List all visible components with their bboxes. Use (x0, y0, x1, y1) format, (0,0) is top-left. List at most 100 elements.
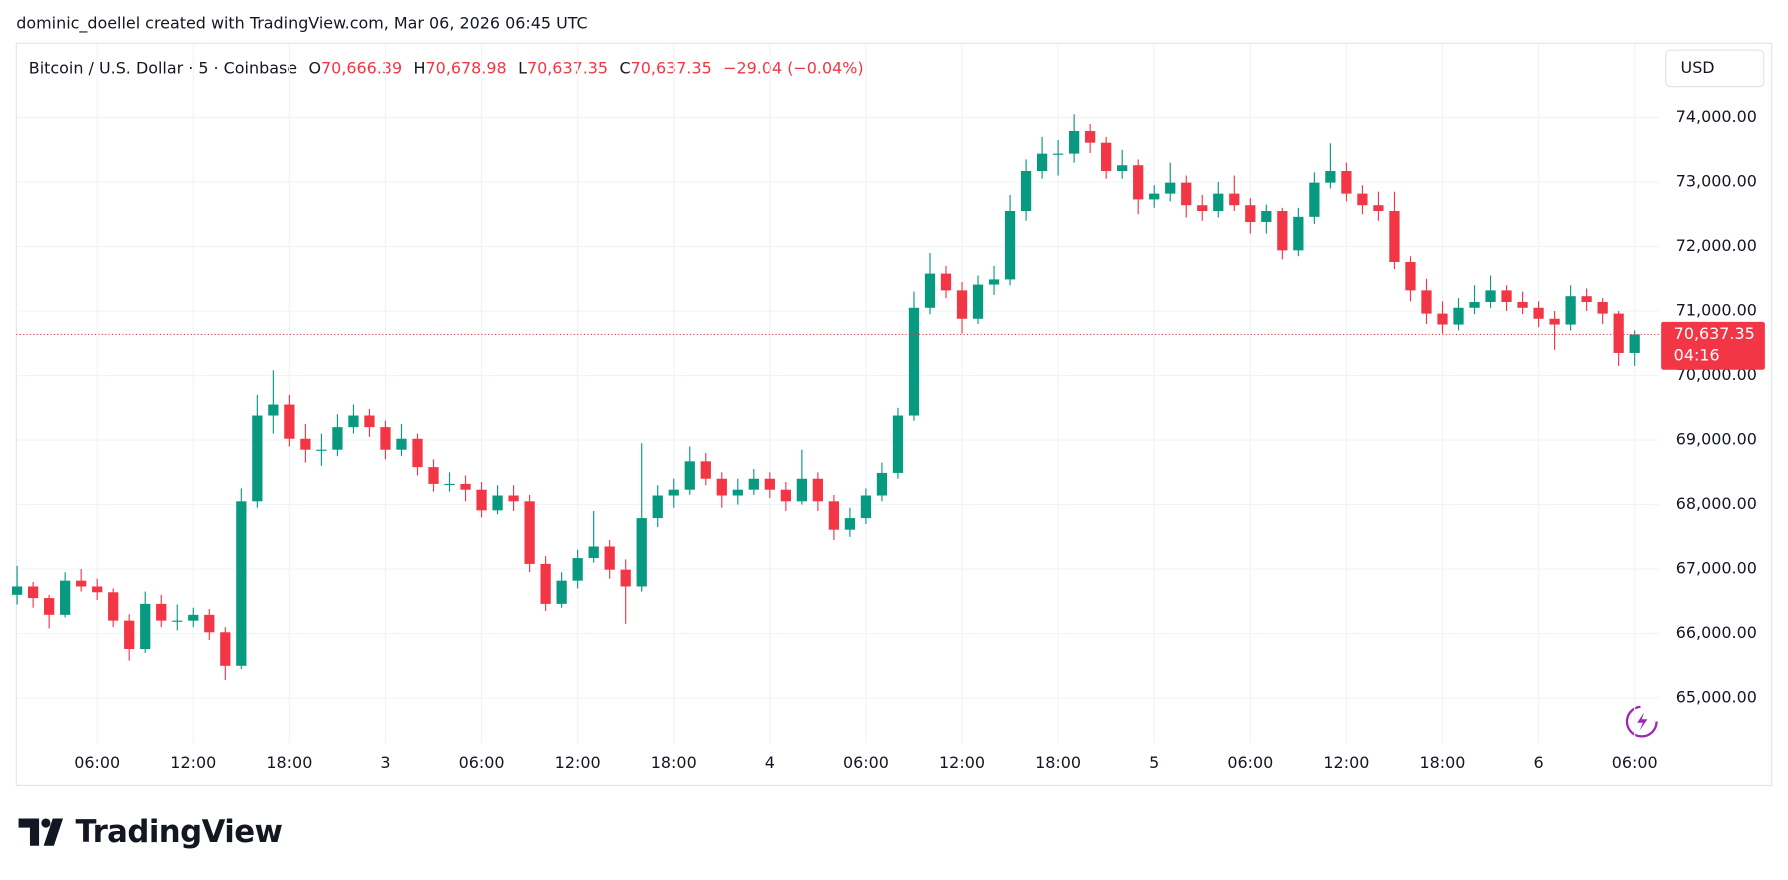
candle-body (700, 461, 711, 479)
ohlc-value: 70,637.35 (527, 58, 608, 77)
candle-body (332, 427, 343, 450)
candle-body (1245, 205, 1256, 222)
change: −29.04 (−0.04%) (723, 58, 863, 77)
attribution: dominic_doellel created with TradingView… (16, 13, 587, 33)
candle-body (380, 427, 391, 450)
candle-body (1629, 334, 1640, 353)
candle-body (1229, 193, 1240, 206)
candle-body (316, 449, 327, 451)
candle-body (60, 580, 71, 615)
candle-body (236, 501, 247, 666)
y-tick-label: 70,000.00 (1676, 365, 1757, 384)
candle-body (444, 483, 455, 486)
candle-body (1277, 211, 1288, 251)
candle-body (1069, 131, 1080, 154)
candle-body (716, 478, 727, 496)
candle-body (1405, 261, 1416, 291)
candle-body (396, 438, 407, 450)
candle-body (1549, 318, 1560, 325)
candle-body (188, 614, 199, 621)
candle-body (604, 546, 615, 570)
candle-body (508, 495, 519, 502)
x-tick-label: 18:00 (1035, 753, 1081, 772)
candle-body (492, 495, 503, 511)
candle-body (780, 489, 791, 502)
candle-body (1341, 171, 1352, 194)
candle-body (540, 563, 551, 604)
candle-body (1197, 205, 1208, 212)
y-tick-label: 74,000.00 (1676, 107, 1757, 126)
candle-body (348, 415, 359, 428)
y-tick-label: 73,000.00 (1676, 172, 1757, 191)
candle-body (1501, 290, 1512, 302)
candle-body (1036, 153, 1048, 172)
assistant-icon[interactable] (1625, 705, 1658, 738)
candle-body (1325, 171, 1336, 183)
candle-body (988, 279, 1000, 285)
y-tick-label: 71,000.00 (1676, 301, 1757, 320)
x-tick-label: 4 (765, 753, 775, 772)
candle-body (1165, 182, 1176, 194)
candle-body (556, 580, 567, 604)
candle-body (1117, 165, 1128, 172)
x-tick-label: 6 (1534, 753, 1544, 772)
chart-frame (15, 42, 1773, 786)
candle-body (172, 620, 183, 622)
candle-body (124, 620, 135, 650)
ohlc-prefix: L (518, 58, 527, 77)
candle-body (1101, 142, 1112, 172)
candle-body (1485, 290, 1496, 302)
icon-ring (1625, 705, 1658, 738)
candle-body (1565, 296, 1576, 325)
candle-body (1421, 290, 1432, 314)
candle-body (1085, 131, 1096, 143)
candle-body (924, 273, 936, 308)
ohlc-prefix: H (414, 58, 426, 77)
candle-body (1533, 307, 1544, 319)
x-tick-label: 06:00 (74, 753, 120, 772)
candle-body (828, 501, 840, 530)
ohlc-prefix: O (308, 58, 321, 77)
candle-body (412, 438, 423, 468)
candle-body (876, 472, 888, 496)
x-tick-label: 5 (1149, 753, 1159, 772)
candle-body (860, 495, 872, 519)
candle-body (252, 415, 263, 502)
currency[interactable]: USD (1681, 58, 1715, 77)
candle-body (268, 404, 279, 416)
candle-body (524, 501, 535, 564)
candle-body (972, 284, 984, 319)
candle-body (684, 461, 695, 490)
ohlc-value: 70,637.35 (631, 58, 712, 77)
candle-body (1469, 301, 1480, 308)
tradingview-logo: TradingView (18, 814, 283, 850)
x-tick-label: 12:00 (939, 753, 985, 772)
candle-body (27, 586, 39, 599)
candle-body (92, 586, 103, 593)
currency-button[interactable] (1665, 49, 1765, 88)
candle-body (812, 478, 824, 502)
x-tick-label: 12:00 (1323, 753, 1369, 772)
candle-body (1181, 182, 1192, 206)
y-tick-label: 69,000.00 (1676, 430, 1757, 449)
x-tick-label: 3 (380, 753, 390, 772)
candle-body (44, 598, 55, 615)
candle-body (668, 489, 679, 496)
x-tick-label: 12:00 (555, 753, 601, 772)
logo-mark (18, 818, 64, 846)
candle-body (108, 592, 119, 621)
x-tick-label: 12:00 (170, 753, 216, 772)
candle-body (1389, 211, 1400, 262)
y-tick-label: 68,000.00 (1676, 494, 1757, 513)
icon-bolt (1637, 712, 1648, 731)
candle-body (636, 518, 647, 587)
candle-body (1020, 171, 1032, 212)
ohlc-value: 70,666.39 (321, 58, 402, 77)
x-tick-label: 06:00 (843, 753, 889, 772)
x-tick-label: 06:00 (1612, 753, 1658, 772)
candle-body (1613, 313, 1624, 353)
candle-body (300, 438, 311, 450)
candle-body (1373, 205, 1384, 212)
candle-body (620, 569, 631, 587)
y-tick-label: 65,000.00 (1676, 688, 1757, 707)
